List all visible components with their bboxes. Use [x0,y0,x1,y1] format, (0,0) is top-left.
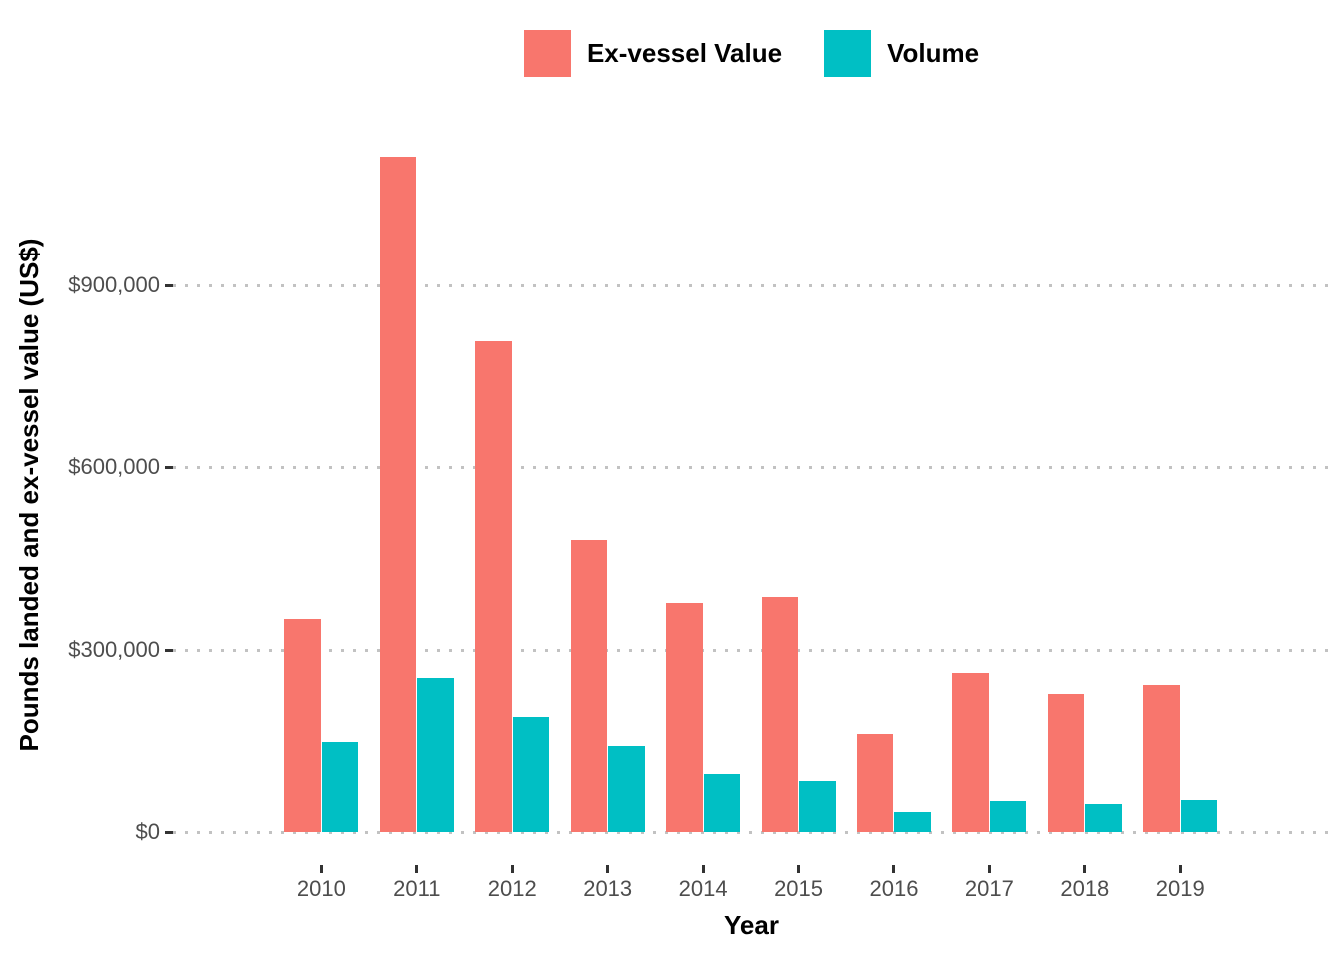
x-tick-label-2011: 2011 [393,876,441,901]
y-tick-label-600000: $600,000 [68,454,160,480]
x-axis-tick-2013 [606,865,610,873]
legend-swatch-ex-vessel-value [523,29,571,77]
legend-item-ex-vessel-value: Ex-vessel Value [523,29,783,77]
bar-volume-2017 [989,801,1027,832]
bar-ex-vessel-value-2017 [952,672,989,832]
x-axis-tick-2018 [1083,865,1087,873]
gridline-300000 [173,648,1330,652]
legend-swatch-volume [824,29,872,77]
bar-ex-vessel-value-2011 [379,157,417,832]
x-tick-label-2016: 2016 [869,876,919,901]
y-axis-tick-300000 [165,648,173,652]
x-axis-title: Year [724,910,779,940]
x-axis-tick-2017 [987,865,991,873]
bar-ex-vessel-value-2013 [570,540,608,832]
y-tick-label-0: $0 [135,819,160,844]
bar-ex-vessel-value-2014 [666,602,703,832]
bar-volume-2014 [703,774,741,832]
bar-ex-vessel-value-2019 [1143,684,1180,832]
gridline-0 [173,831,1330,834]
y-axis-title: Pounds landed and ex-vessel value (US$) [14,238,44,752]
y-axis-tick-0 [165,831,173,834]
bar-ex-vessel-value-2016 [856,734,894,832]
legend-label-volume: Volume [887,37,980,68]
x-tick-label-2013: 2013 [583,876,633,901]
x-tick-label-2010: 2010 [296,876,346,901]
bar-volume-2015 [799,780,836,832]
y-axis-tick-600000 [165,466,173,470]
bar-volume-2018 [1085,804,1122,832]
bar-volume-2011 [417,677,454,832]
bar-ex-vessel-value-2012 [475,341,512,832]
bar-volume-2013 [608,745,645,832]
legend: Ex-vessel Value Volume [173,26,1330,80]
x-axis-tick-2011 [415,865,419,873]
bar-ex-vessel-value-2015 [761,596,799,832]
x-tick-label-2012: 2012 [487,876,537,901]
x-tick-label-2018: 2018 [1060,876,1110,901]
x-axis-tick-2019 [1178,865,1182,873]
bar-volume-2019 [1180,799,1218,832]
x-axis-tick-2010 [319,865,323,873]
x-axis-tick-2016 [892,865,896,873]
y-axis-tick-900000 [165,284,173,288]
gridline-900000 [173,284,1330,288]
gridline-600000 [173,466,1330,470]
bar-ex-vessel-value-2010 [284,619,321,832]
legend-label-ex-vessel-value: Ex-vessel Value [586,37,783,68]
x-axis-tick-2012 [510,865,514,873]
bar-ex-vessel-value-2018 [1047,694,1085,832]
x-tick-label-2019: 2019 [1155,876,1205,901]
x-tick-label-2014: 2014 [678,876,728,901]
x-tick-label-2015: 2015 [774,876,824,901]
y-tick-label-300000: $300,000 [68,636,160,662]
bar-volume-2012 [512,716,550,832]
bar-volume-2016 [894,811,931,832]
bar-volume-2010 [321,742,359,832]
x-axis-tick-2014 [701,865,705,873]
y-tick-label-900000: $900,000 [68,272,160,298]
x-axis-tick-2015 [797,865,801,873]
legend-item-volume: Volume [824,29,980,77]
x-tick-label-2017: 2017 [964,876,1014,901]
